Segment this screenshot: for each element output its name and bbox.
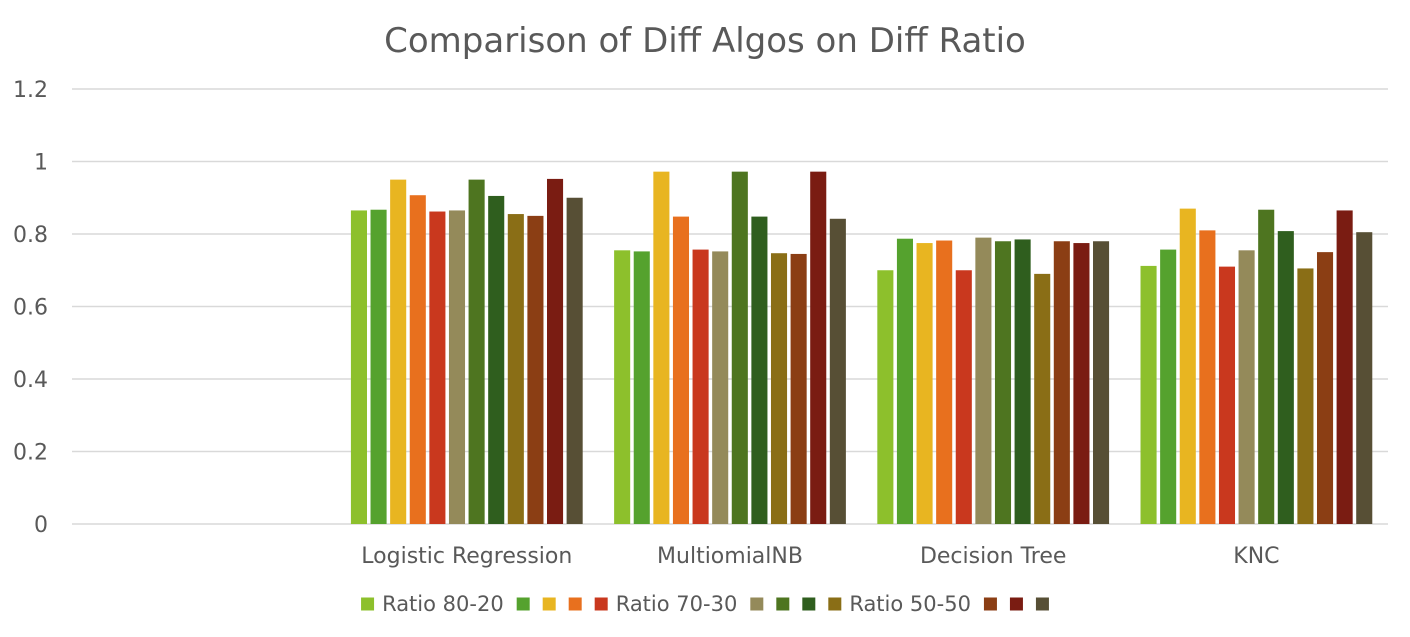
bar [653, 171, 670, 524]
bar [896, 238, 914, 524]
legend-swatch [828, 597, 842, 611]
legend-swatch [983, 597, 997, 611]
bar [692, 249, 709, 524]
bar [790, 253, 807, 524]
legend-swatch [542, 597, 556, 611]
bar [994, 241, 1012, 524]
bar [409, 195, 426, 524]
bar [1297, 268, 1314, 524]
x-tick-label: Decision Tree [920, 544, 1067, 569]
bar [468, 179, 485, 524]
bar [1160, 249, 1177, 524]
bar [712, 251, 729, 524]
bar [1316, 252, 1334, 524]
y-tick-label: 1.2 [13, 78, 48, 103]
bar [955, 270, 972, 524]
legend-swatch [802, 597, 816, 611]
bar [1356, 232, 1373, 524]
chart-title: Comparison of Diff Algos on Diff Ratio [384, 21, 1026, 61]
gridlines [72, 88, 1388, 525]
y-tick-label: 0.2 [13, 441, 48, 466]
bar [507, 214, 524, 524]
bar [1093, 241, 1110, 524]
bar [672, 216, 690, 524]
legend-label: Ratio 70-30 [616, 592, 738, 616]
bar [751, 216, 768, 524]
legend-swatch [516, 597, 530, 611]
bar [566, 197, 583, 524]
y-tick-label: 0 [34, 513, 48, 538]
legend-swatch [776, 597, 790, 611]
bar [350, 210, 367, 524]
bar [1199, 230, 1216, 524]
legend-label: Ratio 80-20 [382, 592, 504, 616]
bar [877, 270, 894, 524]
x-tick-label: MultiomialNB [657, 544, 803, 569]
bars [350, 171, 1373, 524]
bar [810, 171, 827, 524]
x-tick-label: KNC [1233, 544, 1279, 569]
legend-swatch [594, 597, 608, 611]
bar [488, 195, 505, 524]
bar [370, 209, 387, 524]
legend-swatch [568, 597, 582, 611]
bar [731, 171, 748, 524]
bar [1140, 265, 1157, 524]
bar [1073, 243, 1090, 524]
bar [1218, 266, 1236, 524]
legend: Ratio 80-20 Ratio 70-30 Ratio 50-50 [361, 592, 1049, 616]
x-tick-label: Logistic Regression [361, 544, 572, 569]
y-tick-label: 0.8 [13, 223, 48, 248]
bar [770, 253, 788, 524]
bar [1238, 250, 1255, 524]
bar [448, 210, 466, 524]
bar [1014, 239, 1031, 524]
x-axis-ticks: Logistic Regression MultiomialNB Decision … [361, 544, 1279, 569]
legend-label: Ratio 50-50 [849, 592, 971, 616]
legend-swatch [361, 597, 375, 611]
bar [429, 211, 446, 524]
bar [633, 251, 650, 524]
y-axis-ticks: 0 0.2 0.4 0.6 0.8 1 1.2 [13, 78, 48, 538]
bar [390, 179, 407, 524]
bar [1258, 209, 1275, 524]
bar [829, 218, 846, 524]
bar [614, 250, 631, 524]
bar [936, 240, 953, 524]
bar [975, 237, 992, 524]
bar [1053, 241, 1070, 524]
bar [527, 215, 544, 524]
bar [916, 243, 933, 524]
bar [546, 178, 564, 524]
bar [1336, 210, 1353, 524]
bar [1034, 273, 1051, 524]
legend-swatch [1009, 597, 1023, 611]
y-tick-label: 1 [34, 151, 48, 176]
bar [1179, 208, 1196, 524]
y-tick-label: 0.4 [13, 368, 48, 393]
legend-swatch [1035, 597, 1049, 611]
bar [1277, 231, 1294, 524]
legend-swatch [750, 597, 764, 611]
y-tick-label: 0.6 [13, 296, 48, 321]
